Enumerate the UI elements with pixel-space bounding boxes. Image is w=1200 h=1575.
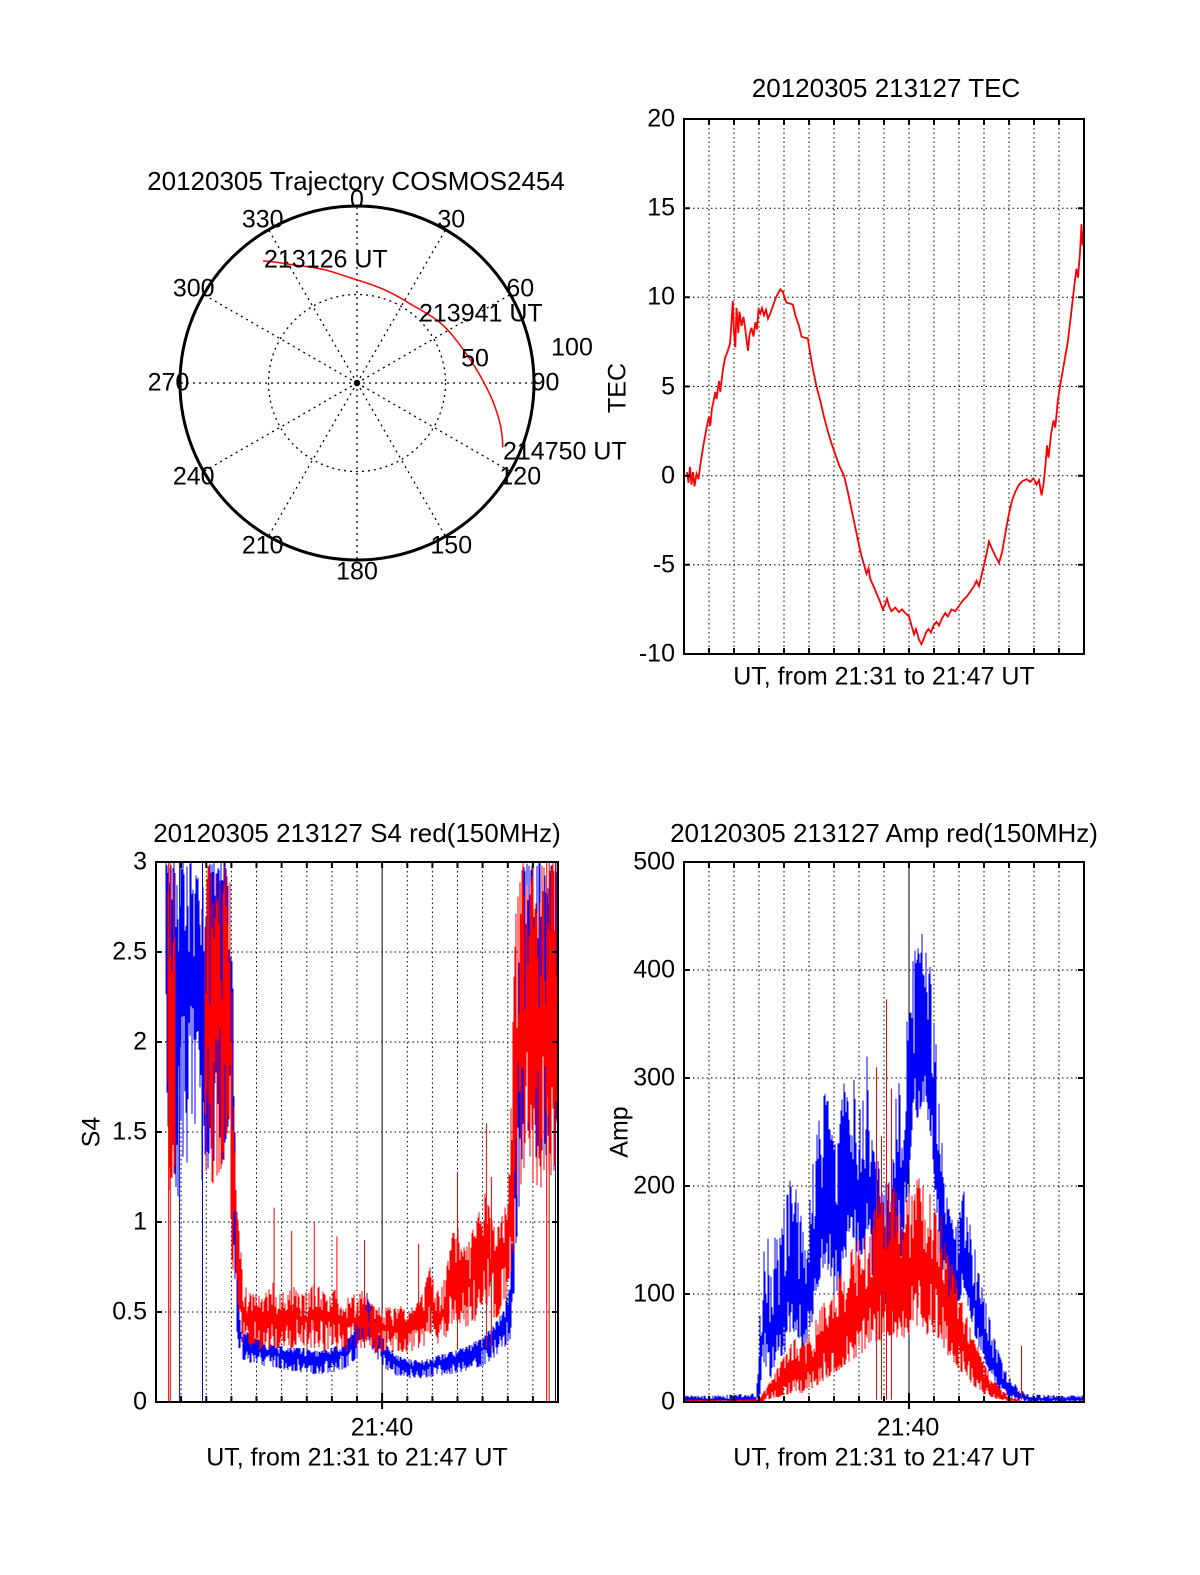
polar-az-label-270: 270 <box>147 368 190 397</box>
amp-ytick-label-2: 300 <box>633 1063 675 1092</box>
trajectory-plot <box>178 204 536 562</box>
amp-y-axis-label: Amp <box>605 1106 634 1158</box>
polar-az-label-60: 60 <box>506 274 535 303</box>
amp-series-layer <box>684 934 1084 1402</box>
s4-y-axis-label: S4 <box>77 1116 106 1148</box>
amp-spikes-1 <box>876 999 1022 1400</box>
tec-ytick-label-6: -10 <box>638 639 675 668</box>
tec-title: 20120305 213127 TEC <box>751 73 1021 103</box>
polar-az-label-300: 300 <box>172 274 215 303</box>
trajectory-ring-label-50: 50 <box>461 344 489 373</box>
s4-ytick-label-0: 3 <box>133 847 147 876</box>
amp-plot <box>683 861 1085 1409</box>
polar-az-label-330: 330 <box>241 205 284 234</box>
polar-outer-circle <box>178 204 536 562</box>
s4-full-spikes-1 <box>168 862 550 1402</box>
trajectory-time-annotation-mid: 213941 UT <box>419 299 543 328</box>
polar-az-label-0: 0 <box>350 185 364 214</box>
s4-ytick-label-1: 2.5 <box>112 937 147 966</box>
polar-az-label-180: 180 <box>336 557 378 585</box>
amp-grid-vertical <box>708 862 1060 1402</box>
tec-plot <box>683 118 1085 655</box>
trajectory-title: 20120305 Trajectory COSMOS2454 <box>147 166 565 196</box>
tec-series-layer <box>686 224 1084 647</box>
s4-spikes-1 <box>273 1123 492 1348</box>
amp-ytick-label-4: 100 <box>633 1279 675 1308</box>
tec-ytick-label-2: 10 <box>647 282 675 311</box>
tec-line-0 <box>686 224 1084 647</box>
s4-series-layer <box>165 862 558 1402</box>
tec-y-axis-label: TEC <box>603 363 632 413</box>
trajectory-time-annotation-end: 214750 UT <box>503 437 627 466</box>
amp-xtick-2140-label: 21:40 <box>876 1413 940 1442</box>
amp-ytick-label-5: 0 <box>661 1387 675 1416</box>
tec-ytick-label-4: 0 <box>661 461 675 490</box>
s4-ytick-label-2: 2 <box>133 1027 147 1056</box>
s4-ytick-label-6: 0 <box>133 1387 147 1416</box>
tec-ytick-label-5: -5 <box>652 550 675 579</box>
amp-x-axis-label: UT, from 21:31 to 21:47 UT <box>733 1443 1035 1472</box>
s4-ytick-label-5: 0.5 <box>112 1297 147 1326</box>
tec-ticks <box>683 118 1085 655</box>
polar-center-mark <box>353 379 361 387</box>
amp-ticks <box>683 861 1085 1409</box>
amp-ytick-label-0: 500 <box>633 847 675 876</box>
amp-ytick-label-3: 200 <box>633 1171 675 1200</box>
trajectory-time-annotation-start: 213126 UT <box>264 245 388 274</box>
polar-az-label-30: 30 <box>437 205 466 234</box>
s4-plot <box>155 861 559 1409</box>
s4-ytick-label-3: 1.5 <box>112 1117 147 1146</box>
tec-ytick-label-1: 15 <box>647 193 675 222</box>
amp-noise-0 <box>684 934 1084 1402</box>
s4-title: 20120305 213127 S4 red(150MHz) <box>153 818 561 848</box>
amp-title: 20120305 213127 Amp red(150MHz) <box>670 818 1098 848</box>
s4-x-axis-label: UT, from 21:31 to 21:47 UT <box>206 1443 508 1472</box>
polar-az-label-120: 120 <box>499 462 542 491</box>
polar-az-label-90: 90 <box>531 368 560 397</box>
s4-noise-1 <box>204 862 558 1353</box>
polar-az-label-150: 150 <box>430 531 473 560</box>
tec-ytick-label-0: 20 <box>647 104 675 133</box>
polar-ring-50 <box>267 293 447 473</box>
polar-az-label-240: 240 <box>172 462 215 491</box>
satellite-trajectory-line <box>262 260 504 448</box>
s4-ticks <box>155 861 559 1409</box>
polar-az-label-210: 210 <box>241 531 284 560</box>
tec-ytick-label-3: 5 <box>661 372 675 400</box>
tec-x-axis-label: UT, from 21:31 to 21:47 UT <box>733 662 1035 691</box>
s4-ytick-label-4: 1 <box>133 1207 147 1236</box>
trajectory-ring-label-100: 100 <box>551 333 593 362</box>
amp-ytick-label-1: 400 <box>633 955 675 984</box>
s4-xtick-2140-label: 21:40 <box>350 1413 414 1442</box>
